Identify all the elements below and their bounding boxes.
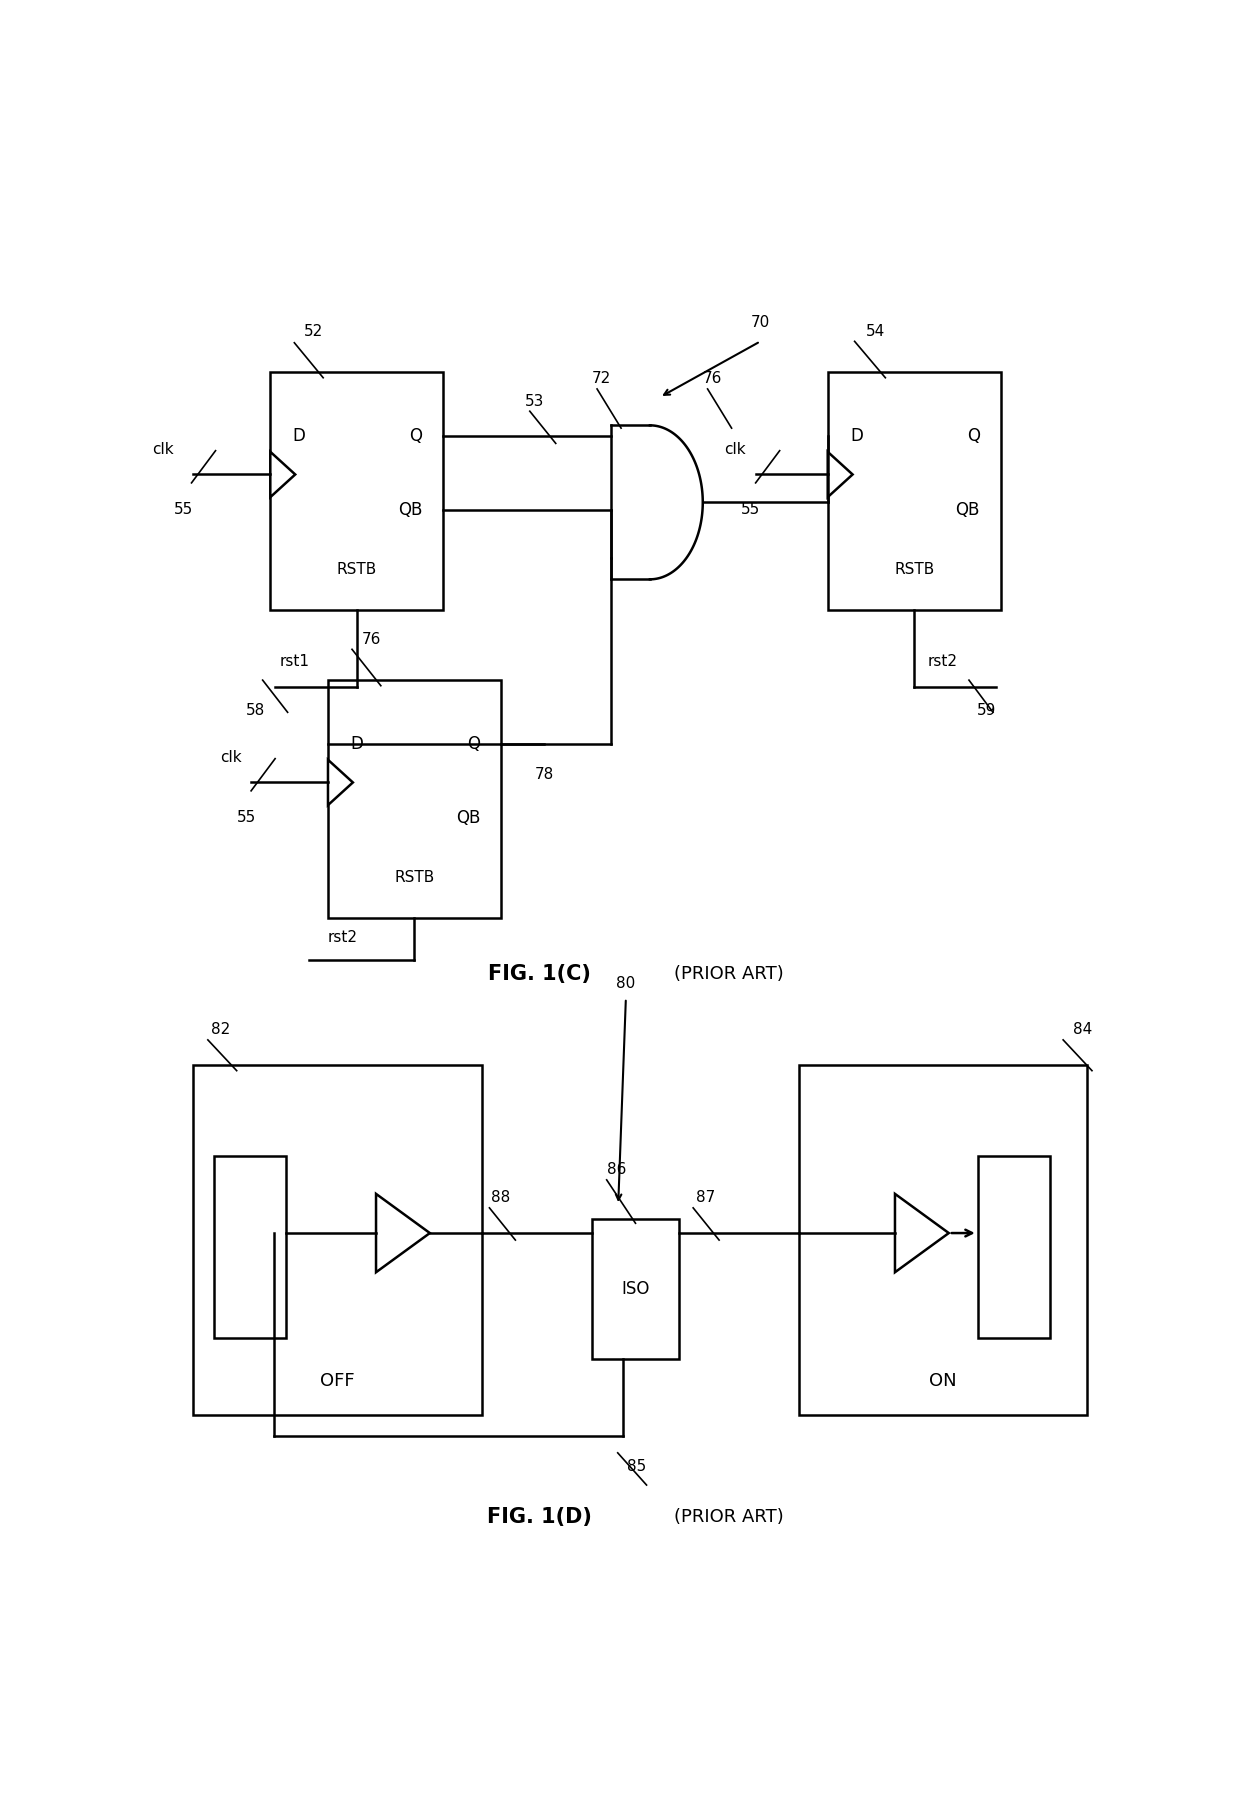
Bar [213, 1156, 285, 1338]
Text: Q: Q [467, 734, 480, 753]
Text: 87: 87 [696, 1191, 715, 1205]
Text: 85: 85 [627, 1460, 646, 1474]
Polygon shape [828, 453, 853, 496]
Text: ON: ON [929, 1373, 957, 1389]
Text: OFF: OFF [320, 1373, 355, 1389]
Text: Q: Q [967, 427, 980, 445]
Text: 58: 58 [247, 704, 265, 718]
Text: (PRIOR ART): (PRIOR ART) [675, 1509, 784, 1527]
Text: 76: 76 [703, 371, 722, 387]
Text: 84: 84 [1073, 1022, 1092, 1038]
Text: 55: 55 [742, 502, 760, 516]
Polygon shape [327, 760, 353, 805]
Text: rst2: rst2 [327, 929, 357, 945]
Text: RSTB: RSTB [337, 562, 377, 576]
Text: 82: 82 [211, 1022, 229, 1038]
Text: 55: 55 [174, 502, 193, 516]
Text: 88: 88 [491, 1191, 511, 1205]
Polygon shape [895, 1194, 949, 1273]
Bar [977, 1156, 1050, 1338]
Polygon shape [376, 1194, 430, 1273]
Text: 72: 72 [593, 371, 611, 387]
Text: 55: 55 [237, 809, 255, 825]
Polygon shape [270, 453, 295, 496]
Text: rst2: rst2 [928, 654, 959, 669]
Text: RSTB: RSTB [894, 562, 934, 576]
Text: D: D [293, 427, 306, 445]
Text: (PRIOR ART): (PRIOR ART) [675, 965, 784, 984]
Text: 59: 59 [977, 704, 996, 718]
Text: 78: 78 [534, 767, 554, 782]
Text: 53: 53 [525, 395, 544, 409]
Text: 86: 86 [606, 1162, 626, 1178]
Bar [193, 1065, 481, 1414]
Text: 52: 52 [304, 324, 324, 338]
Text: clk: clk [219, 749, 242, 765]
Text: QB: QB [456, 809, 480, 827]
Text: clk: clk [724, 442, 746, 456]
Bar [799, 1065, 1087, 1414]
Text: FIG. 1(C): FIG. 1(C) [489, 964, 590, 984]
Text: D: D [351, 734, 363, 753]
Text: RSTB: RSTB [394, 871, 434, 885]
Bar [327, 680, 501, 918]
Text: 70: 70 [750, 315, 770, 331]
Text: D: D [851, 427, 863, 445]
Text: FIG. 1(D): FIG. 1(D) [487, 1507, 591, 1527]
Text: clk: clk [153, 442, 174, 456]
Text: 80: 80 [616, 976, 636, 991]
Text: rst1: rst1 [279, 654, 309, 669]
Bar [593, 1220, 678, 1360]
Bar [828, 373, 1001, 611]
Text: QB: QB [956, 502, 980, 520]
Text: Q: Q [409, 427, 423, 445]
Text: 76: 76 [362, 631, 381, 647]
Bar [270, 373, 444, 611]
Text: ISO: ISO [621, 1280, 650, 1298]
Text: 54: 54 [866, 324, 885, 338]
Text: QB: QB [398, 502, 423, 520]
